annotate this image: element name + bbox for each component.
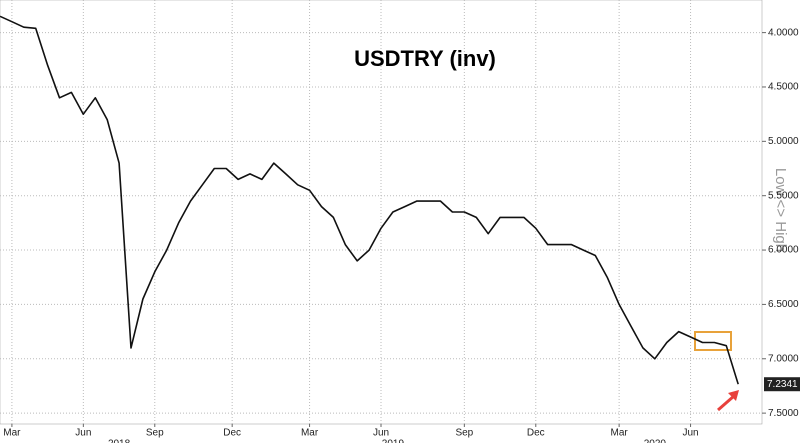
arrow-shaft xyxy=(717,394,735,412)
x-year-label: 2019 xyxy=(382,439,405,443)
plot-area xyxy=(0,0,763,425)
y-tick-label: 5.5000 xyxy=(768,190,799,201)
x-tick-label: Mar xyxy=(611,428,629,439)
y-axis-label: Low <> High xyxy=(772,168,789,252)
arrow-head xyxy=(728,390,739,401)
x-tick-label: Mar xyxy=(301,428,319,439)
y-tick-label: 4.0000 xyxy=(768,27,799,38)
y-tick-label: 5.0000 xyxy=(768,136,799,147)
y-tick-label: 6.5000 xyxy=(768,299,799,310)
x-tick-label: Dec xyxy=(223,428,241,439)
y-tick-label: 7.5000 xyxy=(768,408,799,419)
chart-title: USDTRY (inv) xyxy=(354,46,496,71)
last-price-label: 7.2341 xyxy=(767,379,798,390)
x-tick-label: Jun xyxy=(75,428,91,439)
y-tick-label: 4.5000 xyxy=(768,82,799,93)
x-tick-label: Jun xyxy=(373,428,389,439)
x-tick-label: Dec xyxy=(527,428,545,439)
last-price-tag xyxy=(764,377,800,392)
y-tick-label: 6.0000 xyxy=(768,245,799,256)
price-line xyxy=(0,15,739,385)
arrow xyxy=(717,390,739,412)
x-tick-label: Mar xyxy=(3,428,21,439)
highlight-box xyxy=(694,331,732,351)
x-year-label: 2020 xyxy=(644,439,667,443)
x-tick-label: Sep xyxy=(455,428,473,439)
y-tick-label: 7.0000 xyxy=(768,353,799,364)
x-year-label: 2018 xyxy=(108,439,131,443)
x-tick-label: Sep xyxy=(146,428,164,439)
x-tick-label: Jun xyxy=(683,428,699,439)
